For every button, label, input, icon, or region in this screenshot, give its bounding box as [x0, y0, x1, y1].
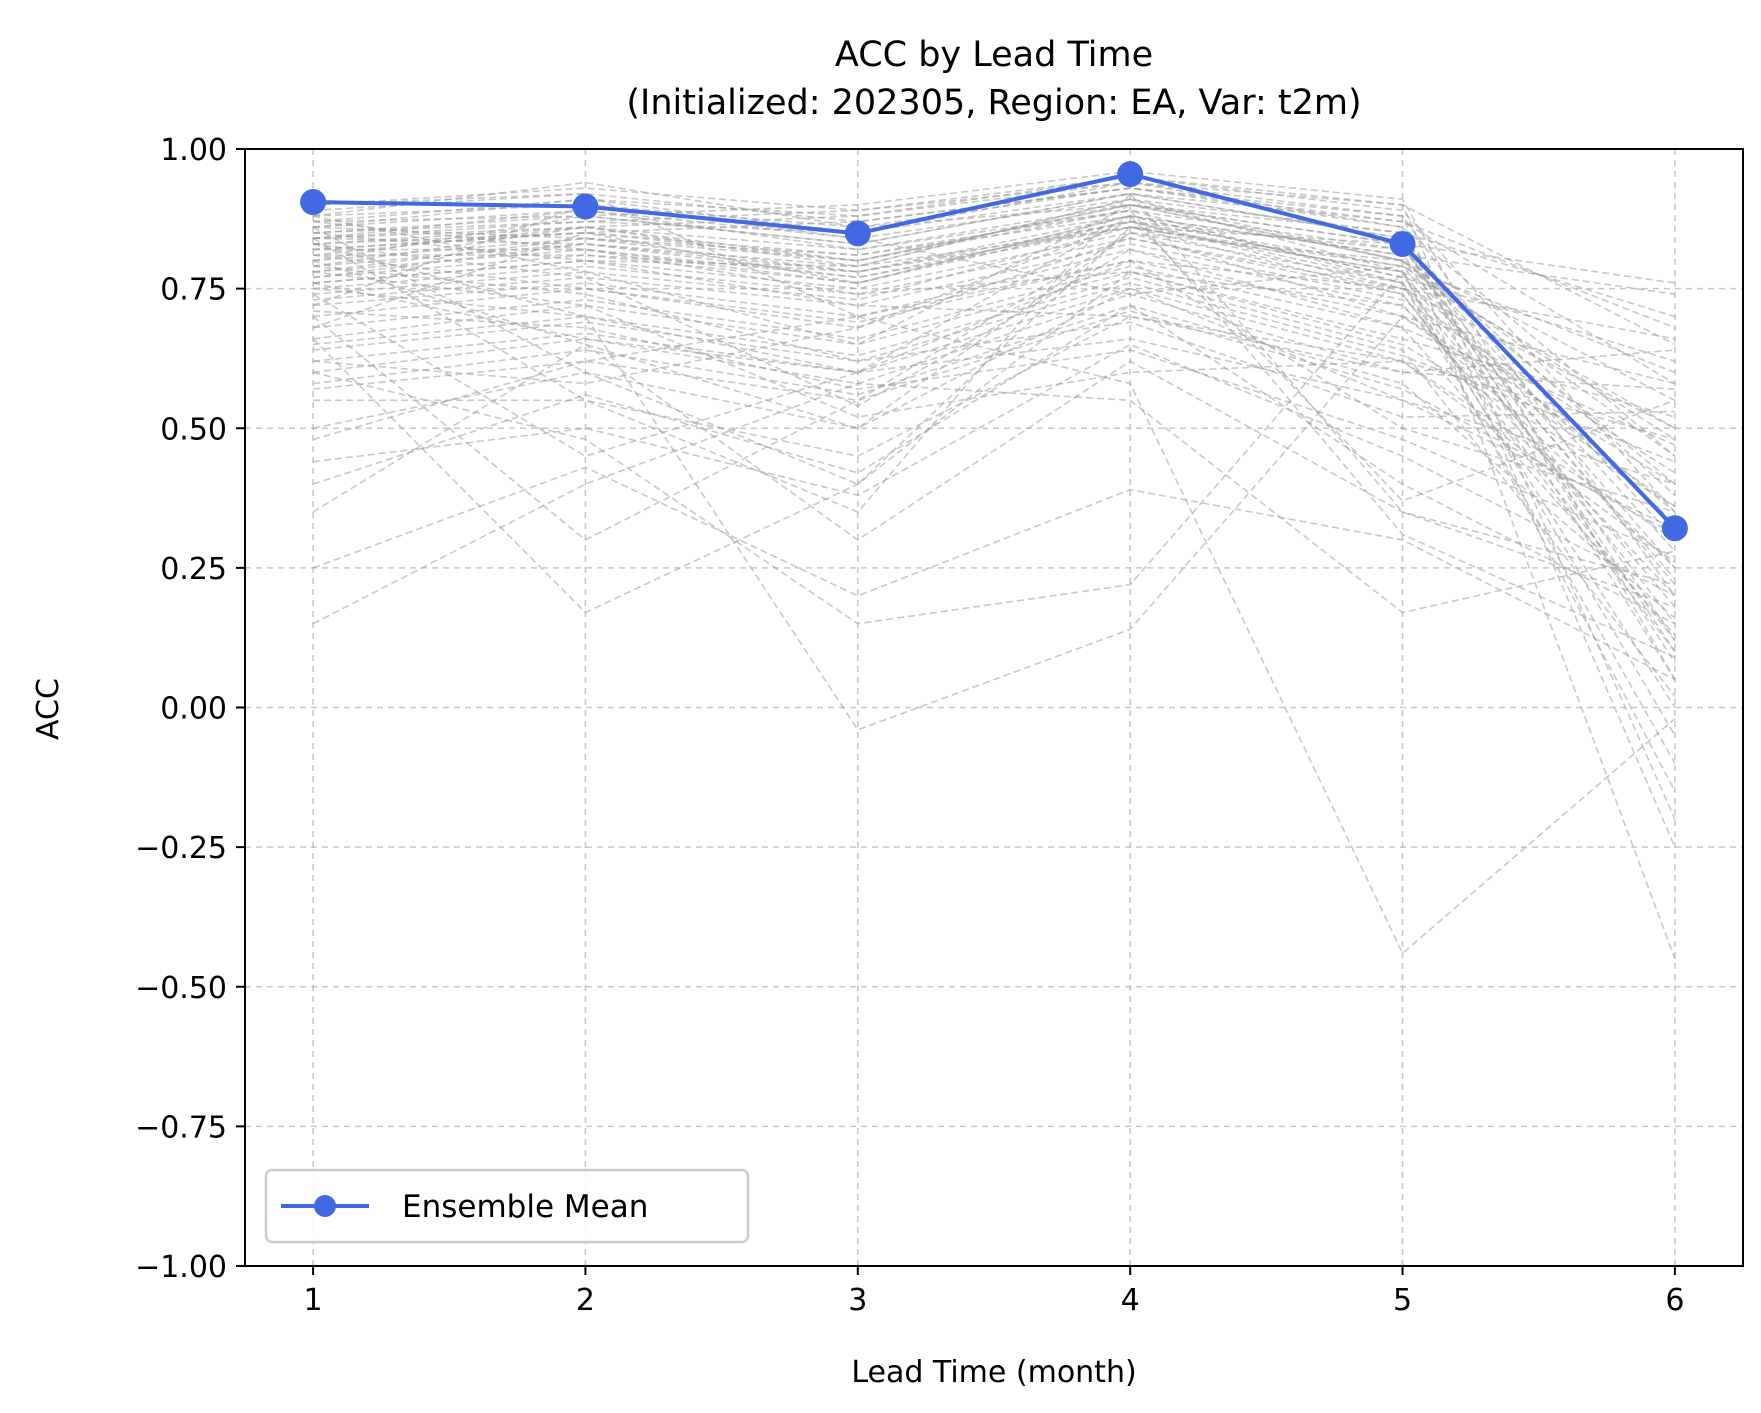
- x-axis-label: Lead Time (month): [851, 1355, 1136, 1390]
- member-line-69: [312, 243, 1676, 446]
- member-line-39: [312, 204, 1676, 346]
- x-tick-label-5: 5: [1393, 1283, 1412, 1318]
- member-line-65: [312, 215, 1676, 502]
- member-line-5: [313, 204, 1676, 680]
- member-line-47: [313, 181, 1676, 848]
- member-line-49: [312, 181, 1676, 653]
- ensemble-mean-point-4: [1117, 161, 1144, 188]
- member-line-28: [313, 226, 1676, 792]
- member-line-12: [313, 231, 1676, 608]
- member-line-57: [312, 304, 1676, 625]
- member-line-37: [312, 304, 1676, 619]
- member-line-35: [313, 287, 1676, 563]
- member-line-53: [313, 315, 1676, 541]
- member-line-51: [312, 231, 1676, 541]
- y-tick-label-4: 0.00: [160, 692, 227, 727]
- x-tick-label-3: 3: [848, 1283, 867, 1318]
- member-line-36: [312, 293, 1675, 390]
- y-tick-label-6: 0.50: [160, 412, 227, 447]
- y-tick-label-2: −0.50: [135, 971, 227, 1006]
- chart-subtitle: (Initialized: 202305, Region: EA, Var: t…: [626, 83, 1361, 123]
- ensemble-mean-line: [313, 172, 1677, 530]
- member-line-22: [313, 220, 1676, 552]
- member-line-45: [313, 170, 1676, 680]
- y-tick-label-5: 0.25: [160, 552, 227, 587]
- chart-title: ACC by Lead Time: [835, 35, 1153, 75]
- member-line-66: [313, 231, 1675, 374]
- y-axis-ticks: −1.00 −0.75 −0.50 −0.25 0.00 0.25 0.50 0.75 1.00: [135, 133, 245, 1285]
- member-line-4: [313, 181, 1676, 457]
- legend-box: [264, 1168, 750, 1244]
- member-line-18: [313, 181, 1676, 346]
- legend: Ensemble Mean: [264, 1168, 750, 1244]
- x-tick-label-1: 1: [304, 1283, 323, 1318]
- legend-marker-swatch: [314, 1195, 336, 1217]
- member-line-38: [313, 310, 1676, 536]
- member-line-71: [313, 220, 1676, 508]
- y-tick-label-1: −0.75: [135, 1110, 227, 1145]
- member-line-56: [312, 343, 1676, 597]
- legend-label-ensemble-mean: Ensemble Mean: [402, 1189, 648, 1225]
- x-tick-label-2: 2: [576, 1283, 595, 1318]
- member-line-62: [313, 287, 1676, 731]
- member-line-61: [312, 270, 1676, 625]
- ensemble-mean-point-1: [300, 189, 327, 216]
- x-tick-label-6: 6: [1665, 1283, 1684, 1318]
- y-tick-label-8: 1.00: [160, 133, 227, 168]
- member-line-63: [313, 192, 1676, 955]
- y-tick-label-7: 0.75: [160, 273, 227, 308]
- y-tick-label-0: −1.00: [135, 1250, 227, 1285]
- member-line-75: [313, 209, 1676, 658]
- member-line-55: [312, 259, 1676, 513]
- member-line-52: [312, 271, 1676, 614]
- member-line-40: [312, 226, 1676, 486]
- ensemble-mean-point-2: [572, 193, 599, 220]
- member-line-13: [313, 237, 1676, 429]
- member-line-64: [312, 271, 1676, 441]
- y-axis-label: ACC: [31, 678, 66, 740]
- member-line-43: [312, 220, 1676, 340]
- ensemble-mean-point-3: [844, 220, 871, 247]
- member-line-60: [312, 382, 1676, 625]
- x-axis-ticks: 1 2 3 4 5 6: [304, 1266, 1684, 1318]
- y-tick-label-3: −0.25: [135, 831, 227, 866]
- member-line-68: [312, 282, 1676, 530]
- member-line-54: [312, 287, 1676, 485]
- member-line-46: [313, 176, 1676, 820]
- member-line-8: [313, 215, 1676, 569]
- x-tick-label-4: 4: [1121, 1283, 1140, 1318]
- member-line-58: [312, 343, 1676, 586]
- ensemble-mean-series: [300, 161, 1688, 542]
- member-line-26: [312, 215, 1676, 362]
- member-line-24: [312, 192, 1676, 664]
- member-line-25: [312, 204, 1676, 485]
- member-line-74: [313, 192, 1676, 608]
- member-line-42: [312, 215, 1676, 374]
- ensemble-mean-point-6: [1661, 515, 1688, 542]
- member-line-31: [313, 265, 1676, 636]
- ensemble-mean-point-5: [1389, 230, 1416, 257]
- member-line-59: [312, 466, 1676, 681]
- member-line-44: [312, 231, 1676, 430]
- member-line-14: [313, 226, 1676, 653]
